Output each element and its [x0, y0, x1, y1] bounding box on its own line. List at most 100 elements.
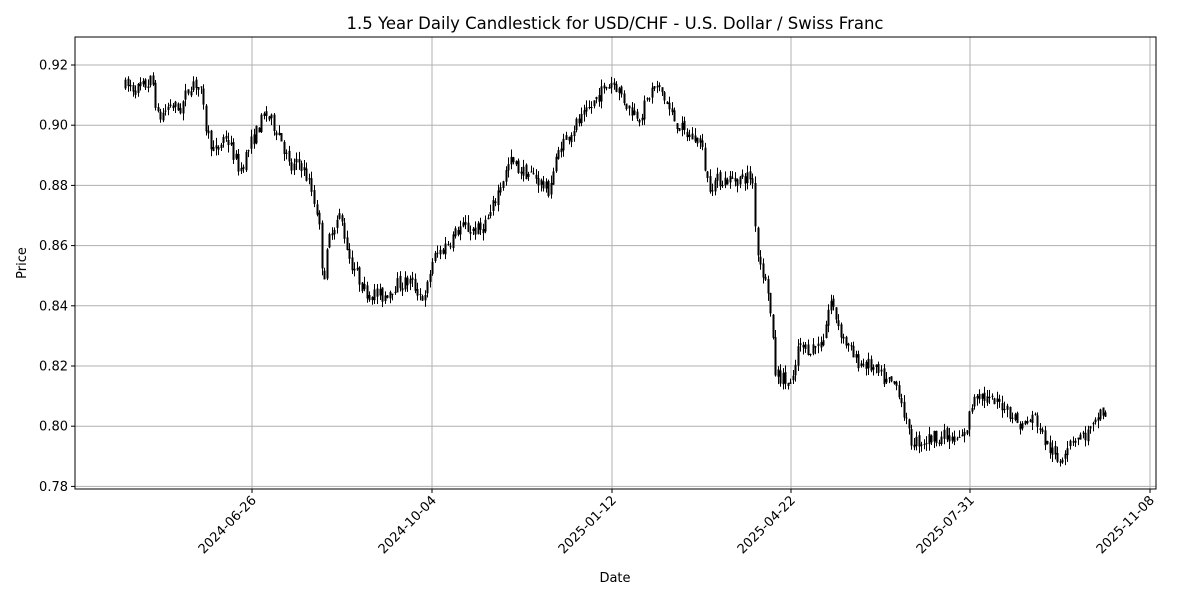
- candle-body: [646, 98, 649, 100]
- candle-body: [825, 324, 828, 339]
- candle-body: [875, 364, 878, 367]
- candle-body: [565, 135, 568, 140]
- candle-body: [988, 397, 991, 399]
- candle-body: [303, 167, 306, 171]
- candle-body: [613, 82, 616, 85]
- candle-body: [971, 407, 974, 412]
- candle-body: [746, 172, 749, 183]
- candle-body: [363, 283, 366, 290]
- candle-body: [568, 136, 571, 141]
- candle-body: [996, 398, 999, 402]
- y-tick-label: 0.78: [39, 480, 68, 495]
- candle-body: [368, 294, 371, 301]
- candle-body: [399, 275, 402, 289]
- candle-body: [860, 363, 863, 366]
- candle-body: [867, 358, 870, 369]
- candle-body: [308, 178, 311, 180]
- y-tick-label: 0.92: [39, 59, 68, 74]
- candle-body: [1077, 437, 1080, 440]
- candle-body: [948, 435, 951, 442]
- candle-body: [981, 393, 984, 399]
- y-tick-label: 0.84: [39, 299, 68, 314]
- candle-body: [883, 368, 886, 385]
- candle-body: [557, 150, 560, 159]
- candle-body: [323, 270, 326, 280]
- candle-body: [268, 116, 271, 120]
- candle-body: [1014, 414, 1017, 420]
- candle-body: [620, 86, 623, 95]
- candle-body: [769, 293, 772, 314]
- candle-body: [951, 436, 954, 441]
- y-tick-label: 0.88: [39, 179, 68, 194]
- candle-body: [147, 86, 150, 89]
- candle-body: [656, 86, 659, 88]
- candle-body: [1046, 440, 1049, 444]
- candle-body: [683, 120, 686, 130]
- candle-body: [447, 244, 450, 246]
- candle-body: [804, 344, 807, 349]
- candle-body: [474, 227, 477, 235]
- candle-body: [449, 246, 452, 248]
- candle-body: [888, 377, 891, 379]
- candle-body: [409, 279, 412, 284]
- candle-body: [1059, 461, 1062, 463]
- candle-body: [431, 261, 434, 274]
- candle-body: [603, 85, 606, 89]
- candle-body: [157, 107, 160, 112]
- candle-body: [202, 88, 205, 105]
- candle-body: [530, 171, 533, 173]
- candle-body: [373, 289, 376, 301]
- candle-body: [736, 179, 739, 186]
- candle-body: [590, 106, 593, 109]
- candle-body: [336, 219, 339, 228]
- candle-body: [910, 429, 913, 446]
- candle-body: [1084, 432, 1087, 441]
- candle-body: [331, 233, 334, 236]
- candle-body: [525, 164, 528, 180]
- candle-body: [658, 85, 661, 88]
- x-axis: 2024-06-26 2024-10-04 2025-01-12 2025-04-22…: [196, 489, 1158, 557]
- candle-body: [809, 353, 812, 356]
- candle-body: [482, 229, 485, 234]
- candle-body: [1029, 420, 1032, 422]
- x-tick-label: 2025-07-31: [914, 493, 978, 557]
- candle-body: [439, 249, 442, 255]
- candle-body: [1049, 442, 1052, 454]
- candle-body: [938, 442, 941, 444]
- candle-body: [966, 430, 969, 434]
- candle-body: [837, 320, 840, 327]
- candle-body: [734, 177, 737, 182]
- candle-body: [1102, 407, 1105, 416]
- candle-body: [1001, 403, 1004, 411]
- candle-body: [598, 95, 601, 102]
- candle-body: [217, 147, 220, 150]
- candle-body: [540, 179, 543, 185]
- x-tick-label: 2025-01-12: [556, 493, 620, 557]
- candle-body: [623, 93, 626, 104]
- candle-body: [822, 340, 825, 346]
- candle-body: [371, 296, 374, 301]
- candle-body: [174, 101, 177, 107]
- candle-body: [908, 419, 911, 429]
- candle-body: [240, 167, 243, 172]
- x-axis-label: Date: [599, 571, 630, 586]
- candle-body: [671, 108, 674, 113]
- candle-body: [184, 90, 187, 100]
- candle-body: [434, 253, 437, 261]
- candle-body: [338, 213, 341, 219]
- candle-body: [802, 344, 805, 348]
- candle-body: [744, 176, 747, 184]
- candle-body: [774, 337, 777, 376]
- candle-body: [973, 396, 976, 407]
- candle-body: [978, 393, 981, 400]
- candle-body: [1041, 429, 1044, 432]
- candle-body: [628, 105, 631, 109]
- candle-body: [754, 183, 757, 227]
- candle-body: [764, 276, 767, 280]
- candle-body: [172, 105, 175, 109]
- candle-body: [527, 173, 530, 177]
- candle-body: [696, 137, 699, 144]
- candle-body: [1044, 430, 1047, 446]
- candle-body: [923, 444, 926, 446]
- candle-body: [588, 107, 591, 109]
